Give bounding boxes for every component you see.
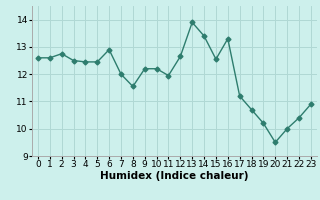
X-axis label: Humidex (Indice chaleur): Humidex (Indice chaleur) (100, 171, 249, 181)
